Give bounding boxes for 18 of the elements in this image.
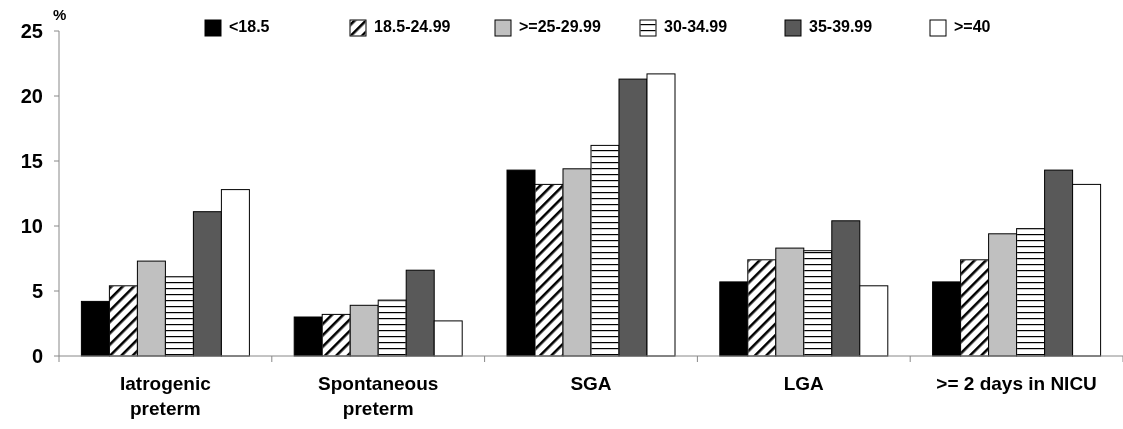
x-tick-label: SGA <box>570 373 612 394</box>
x-tick-label: >= 2 days in NICU <box>936 373 1097 394</box>
y-tick-label: 5 <box>31 280 43 302</box>
legend-label: >=25-29.99 <box>519 17 601 35</box>
y-tick-label: 20 <box>20 85 43 107</box>
y-tick-label: 25 <box>20 20 43 42</box>
legend-label: 35-39.99 <box>809 17 873 35</box>
y-axis-title: % <box>53 6 67 23</box>
legend-label: 30-34.99 <box>664 17 728 35</box>
y-tick-label: 15 <box>20 150 43 172</box>
legend-label: <18.5 <box>229 17 270 35</box>
x-tick-label: Spontaneous preterm <box>318 373 439 419</box>
legend-label: >=40 <box>954 17 991 35</box>
y-tick-label: 0 <box>31 345 43 367</box>
y-tick-label: 10 <box>20 215 43 237</box>
x-tick-label: LGA <box>783 373 825 394</box>
legend-label: 18.5-24.99 <box>374 17 451 35</box>
x-tick-label: Iatrogenic preterm <box>119 373 212 419</box>
